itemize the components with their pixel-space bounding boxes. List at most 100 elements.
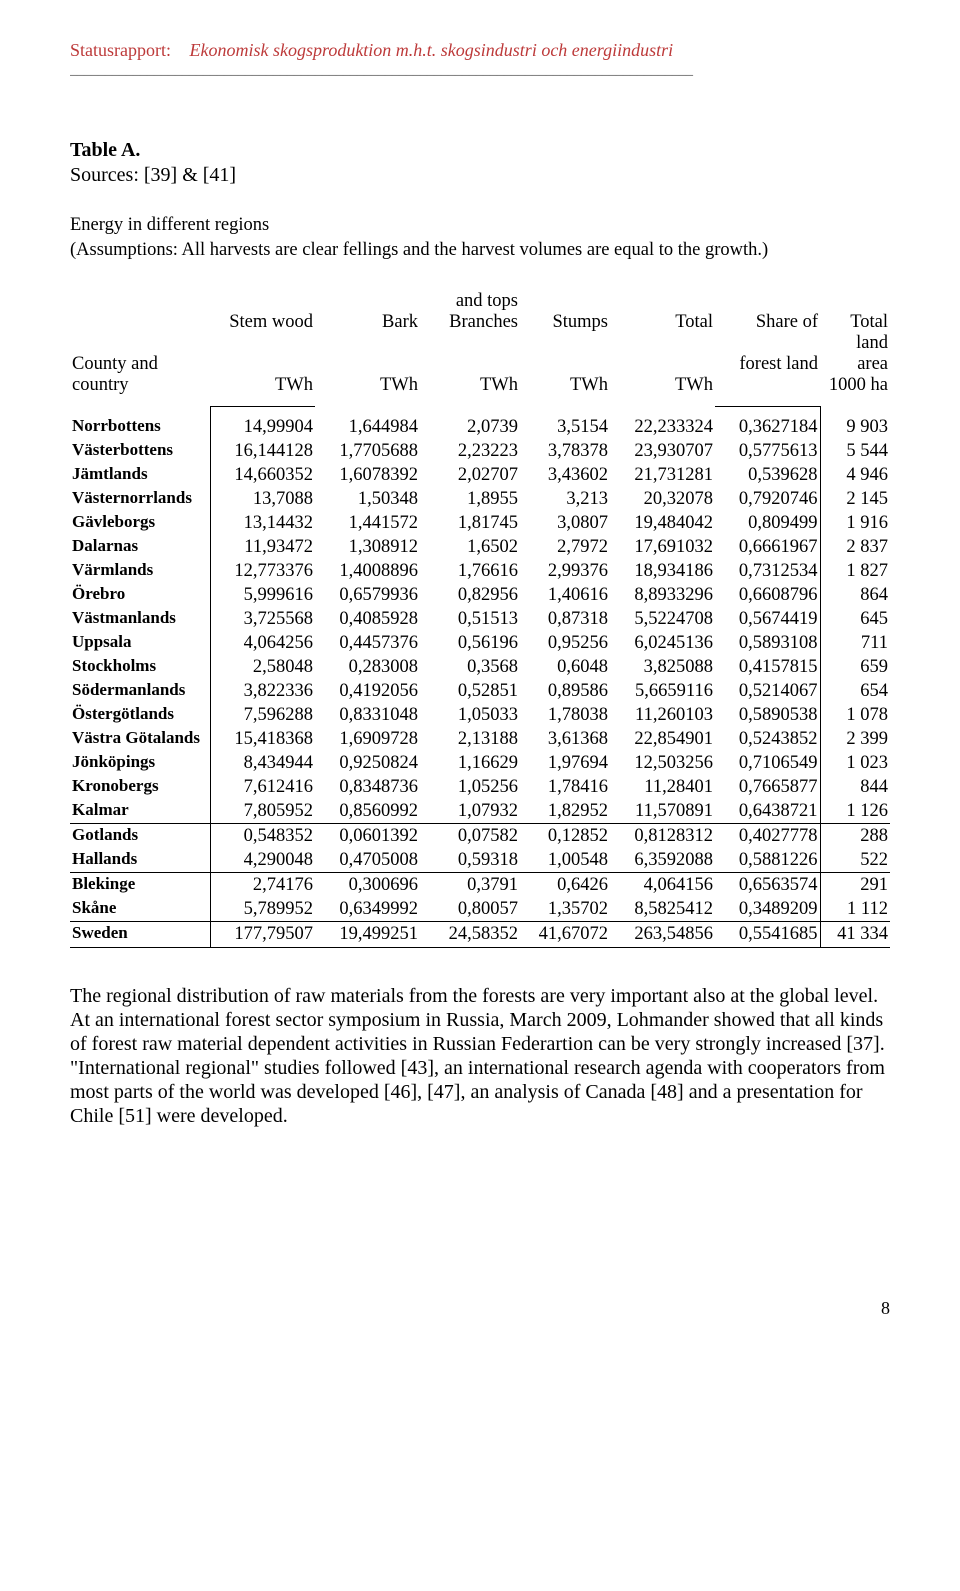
cell: 0,7920746 xyxy=(715,487,820,511)
cell: 6,3592088 xyxy=(610,848,715,873)
cell: 0,3489209 xyxy=(715,897,820,922)
cell: 5,5224708 xyxy=(610,607,715,631)
cell: 1,6502 xyxy=(420,535,520,559)
cell: 3,825088 xyxy=(610,655,715,679)
cell: 1,40616 xyxy=(520,583,610,607)
table-row: Värmlands12,7733761,40088961,766162,9937… xyxy=(70,559,890,583)
page: Statusrapport: Ekonomisk skogsproduktion… xyxy=(0,0,960,1359)
table-caption: Table A. xyxy=(70,139,890,162)
cell: 2 145 xyxy=(820,487,890,511)
cell: 0,300696 xyxy=(315,873,420,898)
header-row-2: County and forest land land area xyxy=(70,333,890,375)
cell: 0,5893108 xyxy=(715,631,820,655)
cell: 0,6608796 xyxy=(715,583,820,607)
cell: 645 xyxy=(820,607,890,631)
cell: 0,7665877 xyxy=(715,775,820,799)
cell: 0,6426 xyxy=(520,873,610,898)
header-row-1: Stem wood Bark and topsBranches Stumps T… xyxy=(70,291,890,333)
table-row: Hallands4,2900480,47050080,593181,005486… xyxy=(70,848,890,873)
row-name: Jämtlands xyxy=(70,463,210,487)
cell: 2,0739 xyxy=(420,415,520,439)
cell: 1,05256 xyxy=(420,775,520,799)
cell: 0,8128312 xyxy=(610,824,715,849)
cell: 1,8955 xyxy=(420,487,520,511)
cell: 0,5674419 xyxy=(715,607,820,631)
cell: 0,283008 xyxy=(315,655,420,679)
cell: 0,95256 xyxy=(520,631,610,655)
cell: 2,99376 xyxy=(520,559,610,583)
cell: 0,3568 xyxy=(420,655,520,679)
cell: 844 xyxy=(820,775,890,799)
row-name: Norrbottens xyxy=(70,415,210,439)
cell: 3,822336 xyxy=(210,679,315,703)
header-label: Statusrapport: xyxy=(70,40,171,60)
row-name: Örebro xyxy=(70,583,210,607)
page-number: 8 xyxy=(70,1298,890,1319)
cell: 0,80057 xyxy=(420,897,520,922)
table-row: Kalmar7,8059520,85609921,079321,8295211,… xyxy=(70,799,890,824)
cell: 1,50348 xyxy=(315,487,420,511)
cell: 7,805952 xyxy=(210,799,315,824)
row-name: Dalarnas xyxy=(70,535,210,559)
cell: 0,539628 xyxy=(715,463,820,487)
cell: 8,5825412 xyxy=(610,897,715,922)
cell: 11,28401 xyxy=(610,775,715,799)
row-name: Västra Götalands xyxy=(70,727,210,751)
cell: 0,5243852 xyxy=(715,727,820,751)
cell: 1,78416 xyxy=(520,775,610,799)
cell: 5,789952 xyxy=(210,897,315,922)
row-name: Stockholms xyxy=(70,655,210,679)
cell: 0,87318 xyxy=(520,607,610,631)
cell: 0,6563574 xyxy=(715,873,820,898)
cell: 12,503256 xyxy=(610,751,715,775)
cell: 0,7106549 xyxy=(715,751,820,775)
cell: 5,6659116 xyxy=(610,679,715,703)
cell: 0,4085928 xyxy=(315,607,420,631)
cell: 1 112 xyxy=(820,897,890,922)
cell: 17,691032 xyxy=(610,535,715,559)
cell: 0,4157815 xyxy=(715,655,820,679)
cell: 4 946 xyxy=(820,463,890,487)
cell: 7,612416 xyxy=(210,775,315,799)
cell: 2 837 xyxy=(820,535,890,559)
cell: 14,660352 xyxy=(210,463,315,487)
assumptions: (Assumptions: All harvests are clear fel… xyxy=(70,240,890,261)
cell: 1,644984 xyxy=(315,415,420,439)
cell: 12,773376 xyxy=(210,559,315,583)
cell: 263,54856 xyxy=(610,922,715,947)
cell: 0,4457376 xyxy=(315,631,420,655)
cell: 1,4008896 xyxy=(315,559,420,583)
cell: 1,7705688 xyxy=(315,439,420,463)
table-row: Gävleborgs13,144321,4415721,817453,08071… xyxy=(70,511,890,535)
cell: 0,4027778 xyxy=(715,824,820,849)
table-row: Uppsala4,0642560,44573760,561960,952566,… xyxy=(70,631,890,655)
row-name: Östergötlands xyxy=(70,703,210,727)
cell: 2,7972 xyxy=(520,535,610,559)
cell: 18,934186 xyxy=(610,559,715,583)
row-name: Gävleborgs xyxy=(70,511,210,535)
row-name: Hallands xyxy=(70,848,210,873)
table-row: Västmanlands3,7255680,40859280,515130,87… xyxy=(70,607,890,631)
cell: 2 399 xyxy=(820,727,890,751)
cell: 0,3627184 xyxy=(715,415,820,439)
table-row: Östergötlands7,5962880,83310481,050331,7… xyxy=(70,703,890,727)
cell: 0,3791 xyxy=(420,873,520,898)
cell: 4,064256 xyxy=(210,631,315,655)
table-row: Jämtlands14,6603521,60783922,027073,4360… xyxy=(70,463,890,487)
cell: 13,14432 xyxy=(210,511,315,535)
row-name: Kalmar xyxy=(70,799,210,824)
cell: 7,596288 xyxy=(210,703,315,727)
cell: 3,61368 xyxy=(520,727,610,751)
table-row: Södermanlands3,8223360,41920560,528510,8… xyxy=(70,679,890,703)
cell: 6,0245136 xyxy=(610,631,715,655)
cell: 0,5214067 xyxy=(715,679,820,703)
cell: 2,58048 xyxy=(210,655,315,679)
cell: 0,5881226 xyxy=(715,848,820,873)
cell: 0,6661967 xyxy=(715,535,820,559)
section-title: Energy in different regions xyxy=(70,215,890,236)
table-row: Västernorrlands13,70881,503481,89553,213… xyxy=(70,487,890,511)
divider: ________________________________________… xyxy=(70,63,890,79)
cell: 0,6579936 xyxy=(315,583,420,607)
cell: 3,5154 xyxy=(520,415,610,439)
cell: 8,434944 xyxy=(210,751,315,775)
